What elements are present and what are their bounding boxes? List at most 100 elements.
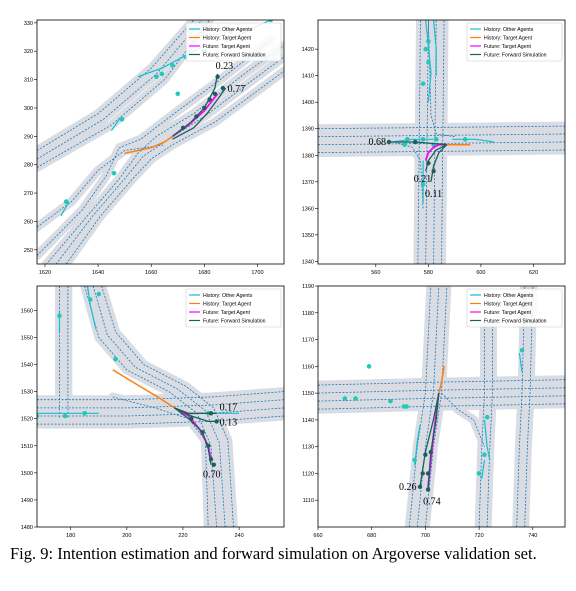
y-tick-label: 1390 xyxy=(302,127,314,133)
probability-label: 0.13 xyxy=(220,417,238,428)
agent-marker xyxy=(404,404,409,409)
agent-marker xyxy=(37,413,40,419)
history-other-agent xyxy=(86,286,97,330)
legend-entry: Future: Forward Simulation xyxy=(203,318,266,324)
x-tick-label: 1660 xyxy=(145,270,157,276)
forward-simulation xyxy=(430,144,448,182)
panel-top-right: 560 580 600 620 1340 1350 1360 1370 1380 1390 1400… xyxy=(302,19,566,276)
probability-label: 0.70 xyxy=(203,470,221,481)
axes-frame xyxy=(317,19,566,265)
forward-sim-marker xyxy=(431,168,436,174)
y-tick-label: 270 xyxy=(24,191,33,197)
lane-centerline xyxy=(37,20,195,151)
legend: History: Other Agents History: Target Age… xyxy=(466,288,563,328)
agent-marker xyxy=(342,396,348,401)
x-tick-label: 180 xyxy=(66,533,75,539)
forward-sim-marker xyxy=(428,449,433,455)
lane-centerline xyxy=(318,149,565,153)
forward-sim-marker xyxy=(214,419,219,424)
panel-top-left: 1620 1640 1660 1680 1700 250 260 270 280 290 300 31… xyxy=(24,19,285,276)
agent-marker xyxy=(462,137,468,142)
lane-centerline xyxy=(441,20,445,264)
x-tick-label: 200 xyxy=(122,533,131,539)
agent-marker xyxy=(484,414,490,420)
y-tick-label: 1340 xyxy=(302,259,314,265)
y-tick-label: 1510 xyxy=(21,444,33,450)
probability-label: 0.77 xyxy=(228,84,246,95)
forward-sim-marker xyxy=(202,105,207,111)
y-tick-label: 1490 xyxy=(21,498,33,504)
forward-sim-marker xyxy=(425,471,431,476)
y-tick-label: 1500 xyxy=(21,471,33,477)
y-tick-label: 1480 xyxy=(21,525,33,531)
x-tick-label: 240 xyxy=(234,533,243,539)
agent-marker xyxy=(96,291,102,297)
forward-sim-marker xyxy=(423,452,428,457)
forward-sim-marker xyxy=(425,487,431,492)
lane-centerline xyxy=(408,286,432,527)
y-tick-label: 250 xyxy=(24,248,33,254)
probability-label: 0.23 xyxy=(216,61,234,72)
forward-simulation xyxy=(172,87,227,140)
y-tick-label: 1120 xyxy=(302,471,314,477)
legend-entry: History: Target Agent xyxy=(484,35,533,41)
agent-marker xyxy=(423,46,429,52)
x-tick-label: 1680 xyxy=(198,270,210,276)
forward-sim-marker xyxy=(215,74,220,79)
lane-centerline xyxy=(478,326,485,527)
agent-marker xyxy=(119,117,125,122)
lane-centerline xyxy=(425,286,448,527)
lane-centerline xyxy=(318,387,565,394)
y-tick-label: 1170 xyxy=(302,338,314,344)
forward-sim-marker xyxy=(220,85,226,91)
agent-marker xyxy=(420,81,426,86)
figure: 1620 1640 1660 1680 1700 250 260 270 280 290 300 31… xyxy=(21,19,566,539)
agent-marker xyxy=(420,182,426,187)
legend-box xyxy=(466,22,563,62)
axes-frame xyxy=(317,285,566,528)
lane-centerline xyxy=(524,286,534,527)
lane-centerline xyxy=(37,20,203,160)
y-tick-label: 1350 xyxy=(302,233,314,239)
x-tick-label: 560 xyxy=(371,270,380,276)
lane-centerline xyxy=(55,56,284,264)
y-tick-label: 1420 xyxy=(302,47,314,53)
agent-marker xyxy=(420,137,426,142)
y-tick-label: 300 xyxy=(24,106,33,112)
history-other-agent xyxy=(110,118,120,132)
x-tick-label: 580 xyxy=(424,270,433,276)
x-tick-label: 700 xyxy=(421,533,430,539)
legend-entry: History: Other Agents xyxy=(203,27,253,33)
forward-simulation xyxy=(174,407,217,423)
history-other-agent xyxy=(518,352,523,372)
forward-sim-marker xyxy=(413,139,418,145)
legend-box xyxy=(466,288,563,328)
agent-marker xyxy=(426,60,431,65)
forward-simulation xyxy=(419,392,440,487)
agent-marker xyxy=(519,347,525,353)
legend-entry: History: Other Agents xyxy=(484,27,534,33)
history-other-agent xyxy=(433,20,437,76)
lane-centerline xyxy=(486,326,493,527)
agent-marker xyxy=(268,20,274,23)
x-tick-label: 220 xyxy=(178,533,187,539)
legend: History: Other Agents History: Target Age… xyxy=(185,22,282,62)
x-tick-label: 620 xyxy=(529,270,538,276)
x-tick-label: 1700 xyxy=(251,270,263,276)
lane-centerline xyxy=(37,399,284,409)
y-tick-label: 1550 xyxy=(21,335,33,341)
agent-marker xyxy=(113,356,118,362)
forward-sim-marker xyxy=(417,484,423,490)
y-tick-label: 1560 xyxy=(21,308,33,314)
legend-entry: Future: Target Agent xyxy=(203,310,250,316)
x-tick-label: 680 xyxy=(367,533,376,539)
y-tick-label: 1140 xyxy=(302,418,314,424)
agent-marker xyxy=(63,199,69,204)
axes-frame xyxy=(36,19,285,265)
y-tick-label: 290 xyxy=(24,134,33,140)
legend-entry: History: Target Agent xyxy=(203,301,252,307)
probability-label: 0.11 xyxy=(425,189,442,200)
legend-entry: Future: Target Agent xyxy=(484,44,531,50)
agent-marker xyxy=(111,170,117,176)
lane-centerline xyxy=(101,286,234,527)
